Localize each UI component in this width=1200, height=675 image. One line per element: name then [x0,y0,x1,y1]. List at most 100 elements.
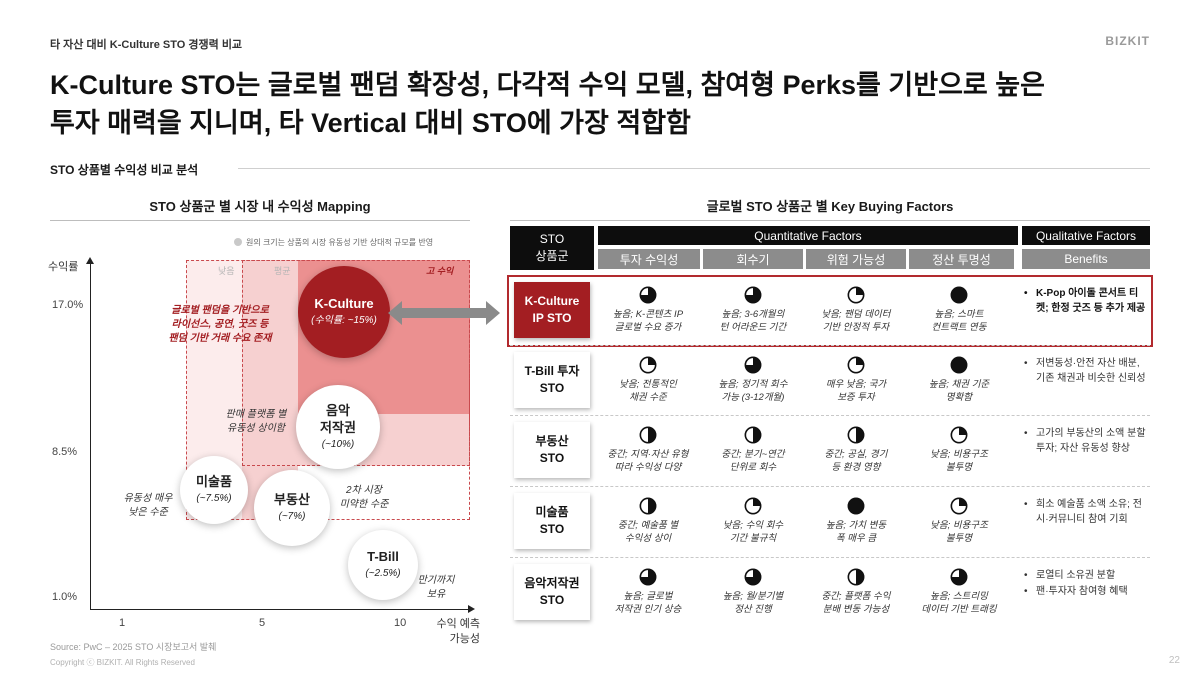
half-pie-icon [639,426,657,444]
header-return: 투자 수익성 [598,249,700,269]
x-axis-label: 수익 예측 가능성 [420,617,480,647]
connector-double-arrow-icon [388,301,500,325]
kbf-row: 부동산 STO 중간; 지역·자산 유형 따라 수익성 다양 중간; 분기~연간 단위로 … [510,415,1150,484]
bubble-name: 음악 [326,402,350,418]
quarter-pie-icon [950,426,968,444]
header-sto-line: STO [539,232,565,246]
kculture-note-line: 팬덤 기반 거래 수요 존재 [168,333,272,344]
bubble-name: 부동산 [274,492,310,507]
bubble-tbill: T-Bill (~2.5%) [348,530,418,600]
art-note: 유동성 매우 낮은 수준 [108,492,188,520]
bubble-name: 저작권 [320,419,356,435]
rating-text: 높음; 가치 변동 [825,520,887,531]
row-category-line: STO [539,522,565,536]
rating-text: 따라 수익성 다양 [614,462,682,473]
rating-text: 등 환경 영향 [831,462,881,473]
full-circle-icon [950,356,968,374]
x-axis-label-line-1: 수익 예측 [436,618,480,630]
row-divider [510,557,1150,558]
music-note-line: 판매 플랫폼 별 [225,409,287,420]
row-category-line: STO [539,451,565,465]
bubble-value: (~7.5%) [196,493,232,504]
rating-cell: 높음; 정기적 회수 가능 (3-12개월) [703,354,803,418]
rating-text: 명확함 [945,392,973,403]
rating-text: 낮음; 비용구조 [930,520,988,531]
rating-text: 불투명 [945,533,973,544]
kbf-title-divider [510,220,1150,221]
rating-text: 중간; 분기~연간 [721,449,785,460]
header-payback: 회수기 [703,249,803,269]
rating-text: 낮음; 수익 회수 [722,520,784,531]
row-category-line: 미술품 [535,505,569,519]
rating-cell: 낮음; 비용구조 불투명 [909,424,1009,488]
highlight-frame [507,275,1153,347]
kculture-note-line: 글로벌 팬덤을 기반으로 [171,305,269,316]
rating-text: 정산 진행 [734,604,772,615]
rating-text: 기반 안정적 투자 [822,322,890,333]
rating-text: 저작권 인기 상승 [614,604,682,615]
quarter-pie-icon [847,356,865,374]
bubble-music-copyright: 음악 저작권 (~10%) [296,385,380,469]
kculture-note: 글로벌 팬덤을 기반으로 라이선스, 공연, 굿즈 등 팬덤 기반 거래 수요 … [150,304,290,346]
mapping-title: STO 상품군 별 시장 내 수익성 Mapping [149,199,371,214]
rating-cell: 중간; 지역·자산 유형 따라 수익성 다양 [598,424,698,488]
row-category-line: 부동산 [535,434,569,448]
art-note-line: 낮은 수준 [128,507,168,518]
row-divider [510,415,1150,416]
zone-label-mid: 평균 [274,266,291,276]
kbf-row: 음악저작권 STO 높음; 글로벌 저작권 인기 상승 높음; 월/분기별 정산 진행 중간… [510,557,1150,626]
rating-cell: 높음; 가치 변동 폭 매우 큼 [806,495,906,559]
rating-text: 단위로 회수 [729,462,777,473]
row-divider [510,345,1150,346]
rating-text: 높음; 월/분기별 [722,591,784,602]
rating-text: 낮음; 전통적인 [619,379,677,390]
header-risk: 위험 가능성 [806,249,906,269]
rating-cell: 높음; 채권 기준 명확함 [909,354,1009,418]
benefit-item: 팬·투자자 참여형 혜택 [1022,584,1150,599]
row-category-line: STO [539,381,565,395]
bubble-value: (~2.5%) [365,568,401,579]
tbill-note: 만기까지 보유 [406,574,466,602]
section-label: STO 상품별 수익성 비교 분석 [50,163,199,177]
row-category-line: IP STO [532,311,572,325]
header-qualitative: Qualitative Factors [1022,226,1150,245]
music-note-line: 유동성 상이함 [227,423,285,434]
rating-text: 매우 낮음; 국가 [825,379,887,390]
three-quarter-pie-icon [639,286,657,304]
mapping-title-divider [50,220,470,221]
headline-line-2: 투자 매력을 지니며, 타 Vertical 대비 STO에 가장 적합함 [50,108,691,138]
row-category-line: STO [539,593,565,607]
x-axis-label-line-2: 가능성 [449,633,480,645]
art-note-line: 유동성 매우 [123,493,173,504]
section-divider [238,168,1150,169]
row-category-label: 음악저작권 STO [514,564,590,620]
y-axis-arrow-icon [86,257,94,264]
rating-cell: 중간; 공실, 경기 등 환경 영향 [806,424,906,488]
rating-cell: 중간; 플랫폼 수익 분배 변동 가능성 [806,566,906,630]
rating-cell: 높음; 스마트 컨트랙트 연동 [909,284,1009,348]
bubble-name: T-Bill [367,549,399,564]
bubble-value: (수익률: ~15%) [311,315,377,326]
row-category-line: 음악저작권 [524,576,580,590]
benefit-item: 고가의 부동산의 소액 분할 투자; 자산 유동성 향상 [1022,426,1150,456]
rating-text: 데이터 기반 트래킹 [921,604,997,615]
full-circle-icon [950,286,968,304]
rating-text: 채권 수준 [629,392,667,403]
quarter-pie-icon [847,286,865,304]
bubble-art: 미술품 (~7.5%) [180,456,248,524]
rating-text: 보증 투자 [837,392,875,403]
rating-text: 높음; 정기적 회수 [718,379,788,390]
x-tick-1: 1 [119,617,126,629]
rating-text: 턴 어라운드 기간 [719,322,787,333]
page-number: 22 [1168,655,1180,666]
page-headline: K-Culture STO는 글로벌 팬덤 확장성, 다각적 수익 모델, 참여… [50,66,1160,142]
benefit-item: 로열티 소유권 분할 [1022,568,1150,583]
benefits-cell: K-Pop 아이돌 콘서트 티켓; 한정 굿즈 등 추가 제공 [1022,286,1150,317]
breadcrumb: 타 자산 대비 K-Culture STO 경쟁력 비교 [50,39,243,51]
bubble-size-legend: 원의 크기는 상품의 시장 유동성 기반 상대적 규모를 반영 [234,237,433,248]
three-quarter-pie-icon [744,568,762,586]
legend-note-text: 원의 크기는 상품의 시장 유동성 기반 상대적 규모를 반영 [246,238,434,247]
